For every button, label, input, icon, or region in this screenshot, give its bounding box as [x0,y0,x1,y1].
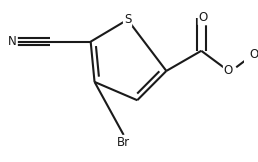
Text: Br: Br [117,136,130,149]
Text: S: S [124,13,131,26]
Text: N: N [8,35,17,48]
Text: O: O [224,64,233,77]
Text: O: O [249,48,258,61]
Text: O: O [199,11,208,24]
